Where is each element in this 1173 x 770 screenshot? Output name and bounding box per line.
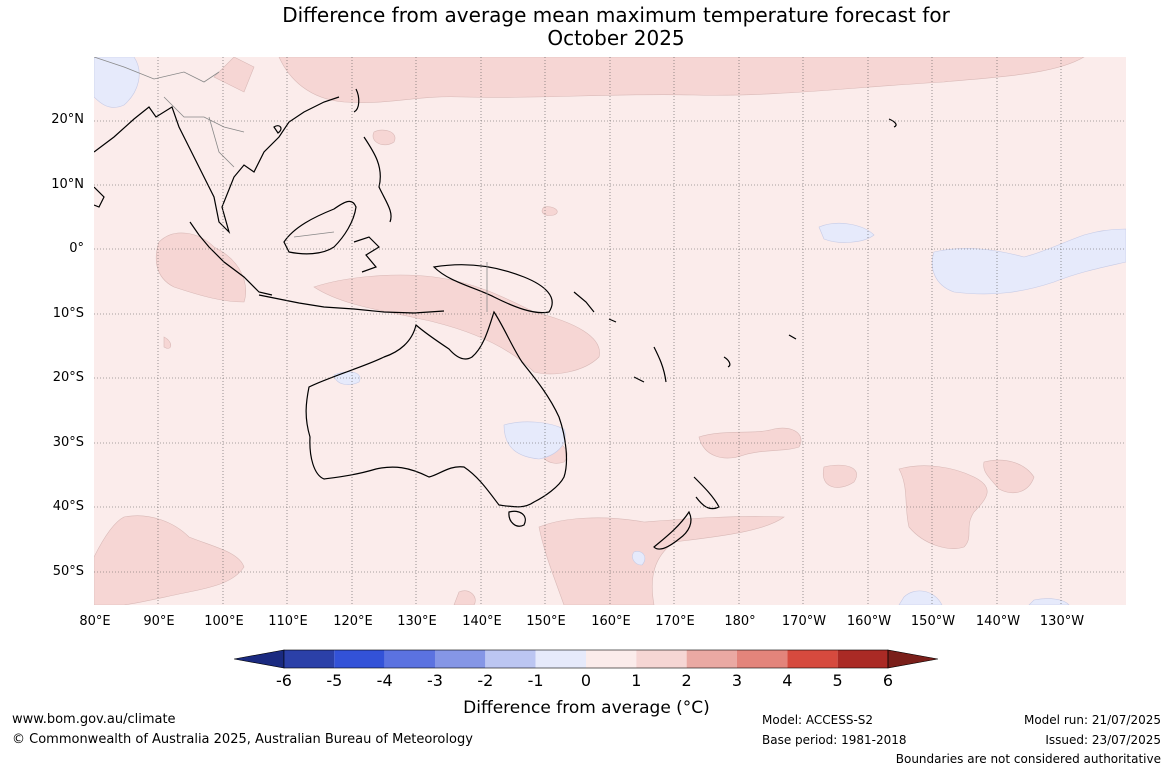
lon-label-80e: 80°E [79, 614, 111, 629]
footer-model: Model: ACCESS-S2 [762, 713, 874, 727]
colorbar-swatch [585, 650, 637, 668]
colorbar-tick-label: 4 [782, 671, 793, 690]
lon-label-170e: 170°E [655, 614, 695, 629]
colorbar-swatch [736, 650, 788, 668]
lon-label-180: 180° [724, 614, 756, 629]
colorbar-swatch [485, 650, 536, 668]
colorbar-swatches [233, 649, 939, 669]
lat-label-40s: 40°S [52, 499, 84, 514]
lon-label-170w: 170°W [781, 614, 827, 629]
lat-label-20n: 20°N [51, 112, 84, 127]
forecast-map [94, 57, 1126, 605]
lon-label-130e: 130°E [397, 614, 437, 629]
lon-label-140w: 140°W [975, 614, 1021, 629]
colorbar-swatch [384, 650, 435, 668]
colorbar-tick-label: -5 [326, 671, 343, 690]
lat-label-10n: 10°N [51, 177, 84, 192]
lat-label-10s: 10°S [52, 306, 84, 321]
colorbar-tick-label: -3 [427, 671, 443, 690]
footer-base-period: Base period: 1981-2018 [762, 733, 907, 747]
colorbar-swatch [434, 650, 486, 668]
colorbar-swatch-min [233, 649, 285, 669]
colorbar-swatch [535, 650, 586, 668]
map-canvas [94, 57, 1126, 605]
lon-label-150e: 150°E [526, 614, 566, 629]
colorbar-tick-label: 3 [731, 671, 743, 690]
colorbar-tick-label: 6 [882, 671, 894, 690]
lat-label-30s: 30°S [52, 435, 84, 450]
lat-label-20s: 20°S [52, 370, 84, 385]
coastlines [94, 88, 897, 550]
footer-issued: Issued: 23/07/2025 [1045, 733, 1161, 747]
colorbar-swatch [636, 650, 687, 668]
colorbar-swatch [284, 650, 335, 668]
colorbar-tick-label: -4 [376, 671, 393, 690]
title-line-1: Difference from average mean maximum tem… [282, 3, 950, 27]
colorbar-tick-label: -2 [477, 671, 494, 690]
country-boundaries [94, 57, 488, 312]
lon-label-160w: 160°W [846, 614, 892, 629]
colorbar-tick-label: 5 [832, 671, 843, 690]
footer-url: www.bom.gov.au/climate [12, 712, 176, 727]
colorbar-label: Difference from average (°C) [463, 698, 710, 718]
colorbar [233, 644, 939, 674]
lat-label-0: 0° [69, 241, 84, 256]
colorbar-swatch [334, 650, 385, 668]
colorbar-tick-label: 0 [580, 671, 592, 690]
colorbar-tick-label: 1 [631, 671, 642, 690]
colorbar-swatch [787, 650, 838, 668]
footer-model-run: Model run: 21/07/2025 [1023, 713, 1161, 727]
colorbar-swatch [686, 650, 737, 668]
lon-label-110e: 110°E [268, 614, 308, 629]
lon-label-150w: 150°W [910, 614, 956, 629]
footer-boundaries-note: Boundaries are not considered authoritat… [895, 752, 1161, 766]
colorbar-swatch-max [887, 649, 939, 669]
lon-label-140e: 140°E [462, 614, 502, 629]
colorbar-tick-label: 2 [681, 671, 692, 690]
anomaly-neg-regions [94, 57, 1126, 605]
lon-label-90e: 90°E [143, 614, 175, 629]
lon-label-130w: 130°W [1039, 614, 1085, 629]
colorbar-tick-label: -1 [527, 671, 544, 690]
lon-label-100e: 100°E [204, 614, 244, 629]
colorbar-swatch [837, 650, 888, 668]
colorbar-outline [283, 649, 889, 669]
colorbar-tick-label: -6 [276, 671, 292, 690]
title-line-2: October 2025 [547, 26, 685, 50]
lon-label-160e: 160°E [591, 614, 631, 629]
map-title: Difference from average mean maximum tem… [0, 4, 1173, 50]
footer-copyright: © Commonwealth of Australia 2025, Austra… [12, 732, 473, 747]
lon-label-120e: 120°E [333, 614, 373, 629]
graticule [94, 57, 1126, 605]
lat-label-50s: 50°S [52, 564, 84, 579]
